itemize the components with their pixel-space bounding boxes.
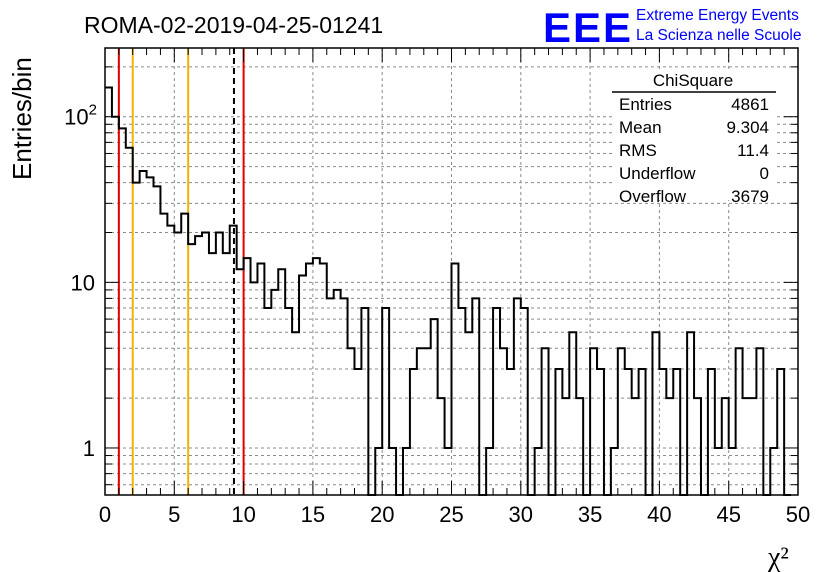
tick-labels: 0 5 10 15 20 25 30 35 40 45 50 1 10 102 bbox=[64, 102, 810, 527]
stats-row-label: RMS bbox=[619, 141, 657, 160]
y-axis-title: Entries/bin bbox=[7, 57, 37, 180]
stats-box-title: ChiSquare bbox=[653, 71, 733, 90]
histogram-series bbox=[105, 86, 792, 496]
stats-row-value: 3679 bbox=[731, 187, 769, 206]
x-tick-label: 15 bbox=[301, 502, 325, 527]
x-tick-label: 5 bbox=[168, 502, 180, 527]
run-title: ROMA-02-2019-04-25-01241 bbox=[84, 12, 383, 38]
vertical-markers bbox=[117, 48, 245, 495]
stats-row-label: Underflow bbox=[619, 164, 696, 183]
x-tick-label: 45 bbox=[716, 502, 740, 527]
stats-rows: Entries 4861 Mean 9.304 RMS 11.4 Underflow 0 Ove… bbox=[619, 95, 769, 206]
y-tick-label: 102 bbox=[64, 102, 97, 130]
histogram-outline bbox=[105, 86, 792, 496]
y-tick-label: 10 bbox=[71, 270, 95, 295]
x-tick-label: 0 bbox=[99, 502, 111, 527]
stats-row-label: Overflow bbox=[619, 187, 687, 206]
stats-row-label: Entries bbox=[619, 95, 672, 114]
stats-box: ChiSquare Entries 4861 Mean 9.304 RMS 11.4 Und… bbox=[612, 70, 776, 206]
stats-row-value: 11.4 bbox=[737, 141, 769, 160]
x-tick-label: 25 bbox=[439, 502, 463, 527]
x-tick-label: 35 bbox=[578, 502, 602, 527]
axis-ticks bbox=[104, 48, 799, 495]
logo-line-2: La Scienza nelle Scuole bbox=[636, 27, 801, 44]
stats-row-value: 0 bbox=[760, 164, 769, 183]
eee-logo: EEE bbox=[543, 4, 633, 51]
x-tick-label: 10 bbox=[231, 502, 255, 527]
x-tick-label: 20 bbox=[370, 502, 394, 527]
stats-row-label: Mean bbox=[619, 118, 662, 137]
x-tick-label: 50 bbox=[786, 502, 810, 527]
stats-row-value: 9.304 bbox=[726, 118, 769, 137]
y-tick-label: 1 bbox=[83, 436, 95, 461]
stats-row-value: 4861 bbox=[731, 95, 769, 114]
x-tick-label: 40 bbox=[647, 502, 671, 527]
logo-line-1: Extreme Energy Events bbox=[636, 7, 799, 24]
x-axis-title: χ² bbox=[767, 542, 789, 572]
x-tick-label: 30 bbox=[509, 502, 533, 527]
